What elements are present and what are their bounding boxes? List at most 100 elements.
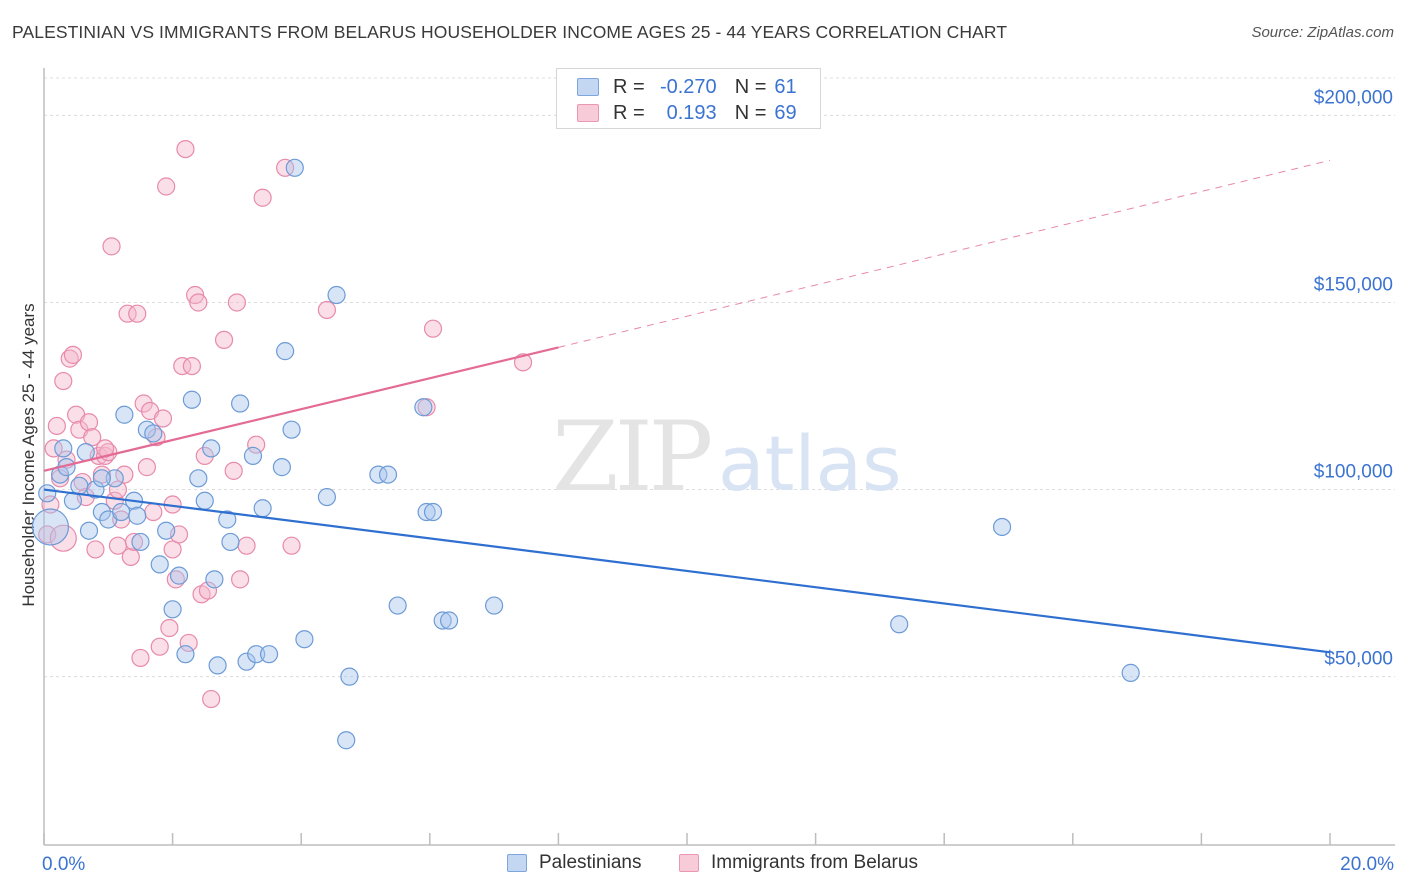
point-palestinians [157, 521, 176, 540]
point-palestinians [247, 645, 266, 664]
series-palestinians [31, 158, 1140, 750]
point-belarus [173, 356, 192, 376]
point-belarus [247, 435, 266, 454]
legend-n-label: N = [734, 101, 767, 124]
point-belarus [83, 428, 102, 447]
watermark-atlas: atlas [718, 419, 902, 508]
point-palestinians [417, 502, 436, 522]
point-belarus [179, 633, 198, 653]
point-palestinians [253, 499, 272, 518]
point-palestinians [92, 502, 111, 522]
point-palestinians [31, 508, 70, 546]
point-belarus [134, 394, 153, 413]
point-belarus [137, 458, 156, 477]
y-tick-label-3: $200,000 [1314, 87, 1393, 108]
chart-title: PALESTINIAN VS IMMIGRANTS FROM BELARUS H… [12, 22, 1008, 42]
point-belarus [44, 439, 63, 458]
point-palestinians [272, 458, 292, 477]
legend-swatch-blue [577, 78, 599, 96]
legend-label-palestinians: Palestinians [539, 852, 642, 873]
point-palestinians [340, 667, 359, 686]
point-belarus [214, 330, 234, 350]
legend-label-belarus: Immigrants from Belarus [711, 852, 918, 873]
legend-n-label: N = [734, 75, 767, 98]
point-belarus [202, 689, 221, 709]
point-palestinians [128, 506, 147, 525]
point-palestinians [144, 424, 163, 443]
point-palestinians [163, 600, 182, 619]
point-palestinians [221, 532, 240, 552]
y-tick-labels: $50,000 $100,000 $150,000 $200,000 [1314, 87, 1393, 669]
legend-n-value: 69 [774, 101, 797, 124]
point-palestinians [992, 517, 1012, 537]
legend-item-belarus: Immigrants from Belarus [679, 852, 918, 874]
legend-swatch-pink [577, 104, 599, 122]
point-belarus [189, 293, 208, 312]
point-belarus [105, 491, 124, 510]
point-belarus [118, 304, 137, 323]
point-palestinians [259, 645, 279, 664]
point-belarus [182, 356, 201, 376]
point-palestinians [1121, 663, 1140, 682]
y-tick-label-0: $50,000 [1324, 649, 1393, 670]
point-palestinians [131, 532, 150, 552]
x-tick-label-max: 20.0% [1340, 854, 1394, 875]
point-palestinians [54, 439, 73, 458]
legend-row-palestinians: R = -0.270 N = 61 [577, 74, 834, 100]
source-label: Source: ZipAtlas.com [1251, 24, 1394, 41]
point-palestinians [295, 630, 314, 649]
point-belarus [47, 416, 66, 436]
point-palestinians [433, 611, 452, 630]
point-palestinians [231, 394, 250, 413]
point-palestinians [243, 446, 263, 465]
y-tick-label-2: $150,000 [1314, 274, 1393, 295]
point-belarus [54, 371, 73, 391]
point-belarus [237, 536, 256, 555]
point-palestinians [86, 480, 105, 499]
point-palestinians [317, 487, 337, 507]
point-belarus [150, 637, 169, 656]
legend-swatch-palestinians [507, 854, 527, 872]
point-belarus [176, 139, 195, 159]
point-belarus [282, 536, 301, 555]
watermark: ZIP atlas [552, 401, 902, 513]
point-palestinians [38, 484, 57, 503]
point-belarus [317, 300, 337, 320]
point-belarus [195, 446, 214, 465]
point-palestinians [285, 158, 304, 177]
point-palestinians [369, 465, 388, 484]
legend-r-label: R = [613, 101, 645, 124]
point-palestinians [414, 398, 433, 417]
point-belarus [144, 502, 163, 522]
grid-lines [44, 77, 1395, 678]
legend-r-value: -0.270 [659, 75, 717, 98]
point-palestinians [423, 502, 443, 522]
legend-r-label: R = [613, 75, 645, 98]
point-palestinians [176, 645, 195, 664]
point-palestinians [169, 566, 189, 585]
point-belarus [160, 618, 179, 638]
legend-item-palestinians: Palestinians [507, 852, 641, 874]
point-palestinians [388, 596, 407, 615]
point-belarus [41, 495, 60, 514]
point-belarus [131, 648, 150, 668]
series-legend: Palestinians Immigrants from Belarus [0, 852, 1406, 878]
point-belarus [38, 525, 57, 544]
point-palestinians [890, 615, 909, 634]
point-belarus [513, 353, 533, 372]
trend-extension-belarus [558, 159, 1331, 348]
y-tick-label-1: $100,000 [1314, 462, 1393, 483]
point-palestinians [70, 476, 89, 495]
point-belarus [49, 524, 77, 552]
watermark-zip: ZIP [552, 401, 711, 513]
x-tick-labels: 0.0% 20.0% [42, 854, 1394, 875]
series-immigrants-from-belarus [38, 139, 533, 709]
legend-swatch-belarus [679, 854, 699, 872]
point-belarus [128, 304, 147, 323]
point-palestinians [195, 491, 214, 510]
legend-n-value: 61 [774, 75, 797, 98]
point-palestinians [182, 390, 201, 409]
x-tick-label-min: 0.0% [42, 854, 85, 875]
point-palestinians [327, 285, 346, 305]
